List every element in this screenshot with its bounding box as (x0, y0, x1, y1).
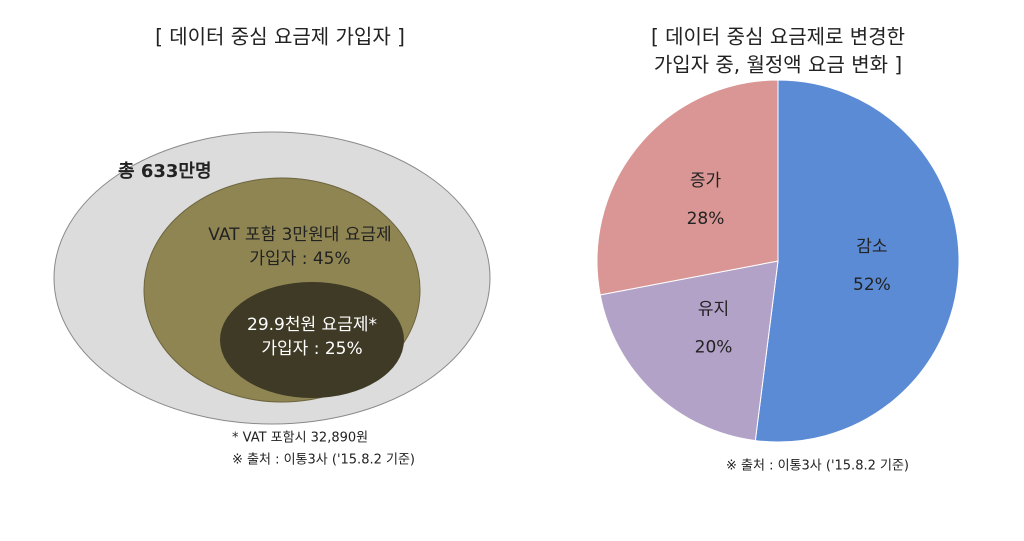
inner-ellipse (220, 282, 404, 398)
chart-title: [ 데이터 중심 요금제로 변경한 (651, 25, 905, 49)
slice-value-label: 52% (853, 275, 891, 295)
note: ※ 출처 : 이통3사 ('15.8.2 기준) (726, 459, 909, 474)
slice-label: 증가 (690, 171, 722, 191)
slice-value-label: 20% (695, 338, 733, 358)
slice-label: 유지 (698, 300, 729, 320)
slice-value-label: 28% (687, 209, 725, 229)
pie-slice (599, 260, 779, 442)
outer-label: 총 633만명 (118, 161, 212, 182)
middle-label: 가입자 : 45% (249, 249, 350, 269)
note: * VAT 포함시 32,890원 (232, 431, 368, 446)
middle-label: VAT 포함 3만원대 요금제 (208, 225, 391, 245)
chart-title: 가입자 중, 월정액 요금 변화 ] (654, 53, 902, 77)
note: ※ 출처 : 이통3사 ('15.8.2 기준) (232, 453, 415, 468)
pie-slice (754, 79, 960, 443)
inner-label: 가입자 : 25% (261, 339, 362, 359)
diagram-title: [ 데이터 중심 요금제 가입자 ] (155, 25, 405, 49)
slice-label: 감소 (856, 237, 887, 257)
pie-slice (596, 79, 779, 296)
inner-label: 29.9천원 요금제* (247, 315, 377, 335)
